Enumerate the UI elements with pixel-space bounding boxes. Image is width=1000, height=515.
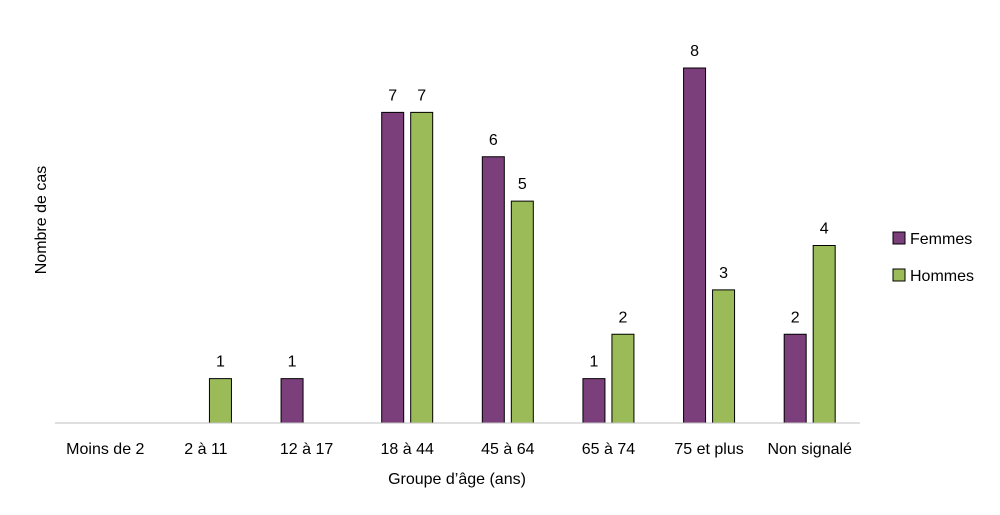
legend-swatch-hommes bbox=[892, 268, 906, 282]
x-tick-labels: Moins de 2 2 à 11 12 à 17 18 à 44 45 à 64 65 … bbox=[66, 441, 852, 458]
data-label: 1 bbox=[589, 354, 598, 371]
data-label: 1 bbox=[216, 354, 225, 371]
data-label: 5 bbox=[518, 176, 527, 193]
legend-label-hommes: Hommes bbox=[910, 268, 974, 285]
x-tick-label: 18 à 44 bbox=[380, 441, 433, 458]
bar-hommes bbox=[410, 111, 434, 424]
bar-hommes bbox=[611, 333, 635, 424]
data-label: 2 bbox=[618, 309, 627, 326]
data-label: 7 bbox=[417, 87, 426, 104]
data-label: 8 bbox=[690, 43, 699, 60]
bar-femmes bbox=[582, 378, 606, 424]
x-tick-label: 65 à 74 bbox=[582, 441, 635, 458]
data-label: 2 bbox=[791, 309, 800, 326]
data-label: 6 bbox=[489, 132, 498, 149]
bar-hommes bbox=[812, 245, 836, 424]
data-labels-group: 1 1 7 7 6 5 1 2 8 3 2 4 bbox=[216, 43, 829, 371]
x-axis-title: Groupe d’âge (ans) bbox=[388, 471, 526, 488]
legend-label-femmes: Femmes bbox=[910, 231, 972, 248]
bar-femmes bbox=[683, 67, 707, 424]
x-tick-label: 45 à 64 bbox=[481, 441, 534, 458]
bar-femmes bbox=[280, 378, 304, 424]
bar-femmes bbox=[381, 111, 405, 424]
legend: Femmes Hommes bbox=[892, 231, 974, 285]
x-tick-label: 75 et plus bbox=[674, 441, 743, 458]
bar-hommes bbox=[208, 378, 232, 424]
x-tick-label: 2 à 11 bbox=[184, 441, 227, 458]
bar-hommes bbox=[510, 200, 534, 424]
bar-femmes bbox=[481, 156, 505, 424]
x-tick-label: Non signalé bbox=[767, 441, 852, 458]
data-label: 1 bbox=[288, 354, 297, 371]
data-label: 4 bbox=[820, 221, 829, 238]
x-tick-label: Moins de 2 bbox=[66, 441, 144, 458]
y-axis-title: Nombre de cas bbox=[33, 166, 50, 275]
bars-group bbox=[208, 67, 836, 424]
data-label: 7 bbox=[388, 87, 397, 104]
data-label: 3 bbox=[719, 265, 728, 282]
bar-femmes bbox=[783, 333, 807, 424]
legend-swatch-femmes bbox=[892, 231, 906, 245]
bar-hommes bbox=[712, 289, 736, 424]
x-tick-label: 12 à 17 bbox=[280, 441, 333, 458]
